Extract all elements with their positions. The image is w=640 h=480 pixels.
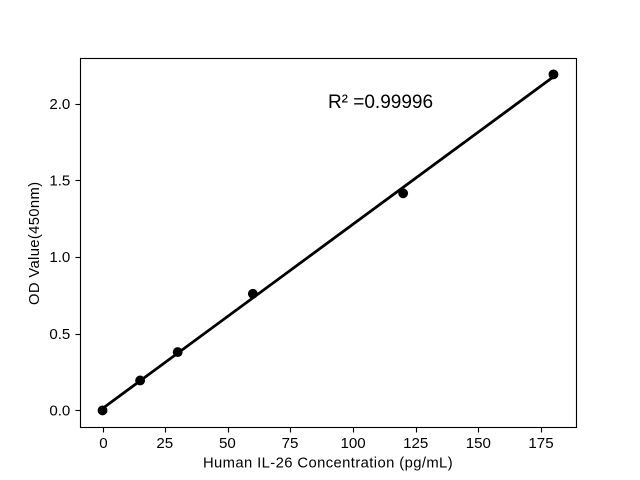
svg-text:0.5: 0.5 xyxy=(49,326,70,343)
svg-text:R² =0.99996: R² =0.99996 xyxy=(328,92,433,113)
svg-text:100: 100 xyxy=(341,435,366,452)
svg-text:Human IL-26 Concentration (pg/: Human IL-26 Concentration (pg/mL) xyxy=(203,455,453,471)
svg-text:1.5: 1.5 xyxy=(49,173,70,190)
svg-text:1.0: 1.0 xyxy=(49,249,70,266)
svg-text:75: 75 xyxy=(282,435,299,452)
svg-text:50: 50 xyxy=(219,435,236,452)
svg-text:125: 125 xyxy=(403,435,428,452)
svg-text:175: 175 xyxy=(528,435,553,452)
svg-text:OD Value(450nm): OD Value(450nm) xyxy=(27,182,43,305)
svg-text:2.0: 2.0 xyxy=(49,96,70,113)
svg-text:150: 150 xyxy=(466,435,491,452)
svg-text:25: 25 xyxy=(156,435,173,452)
svg-text:0.0: 0.0 xyxy=(49,403,70,420)
svg-text:0: 0 xyxy=(99,435,107,452)
